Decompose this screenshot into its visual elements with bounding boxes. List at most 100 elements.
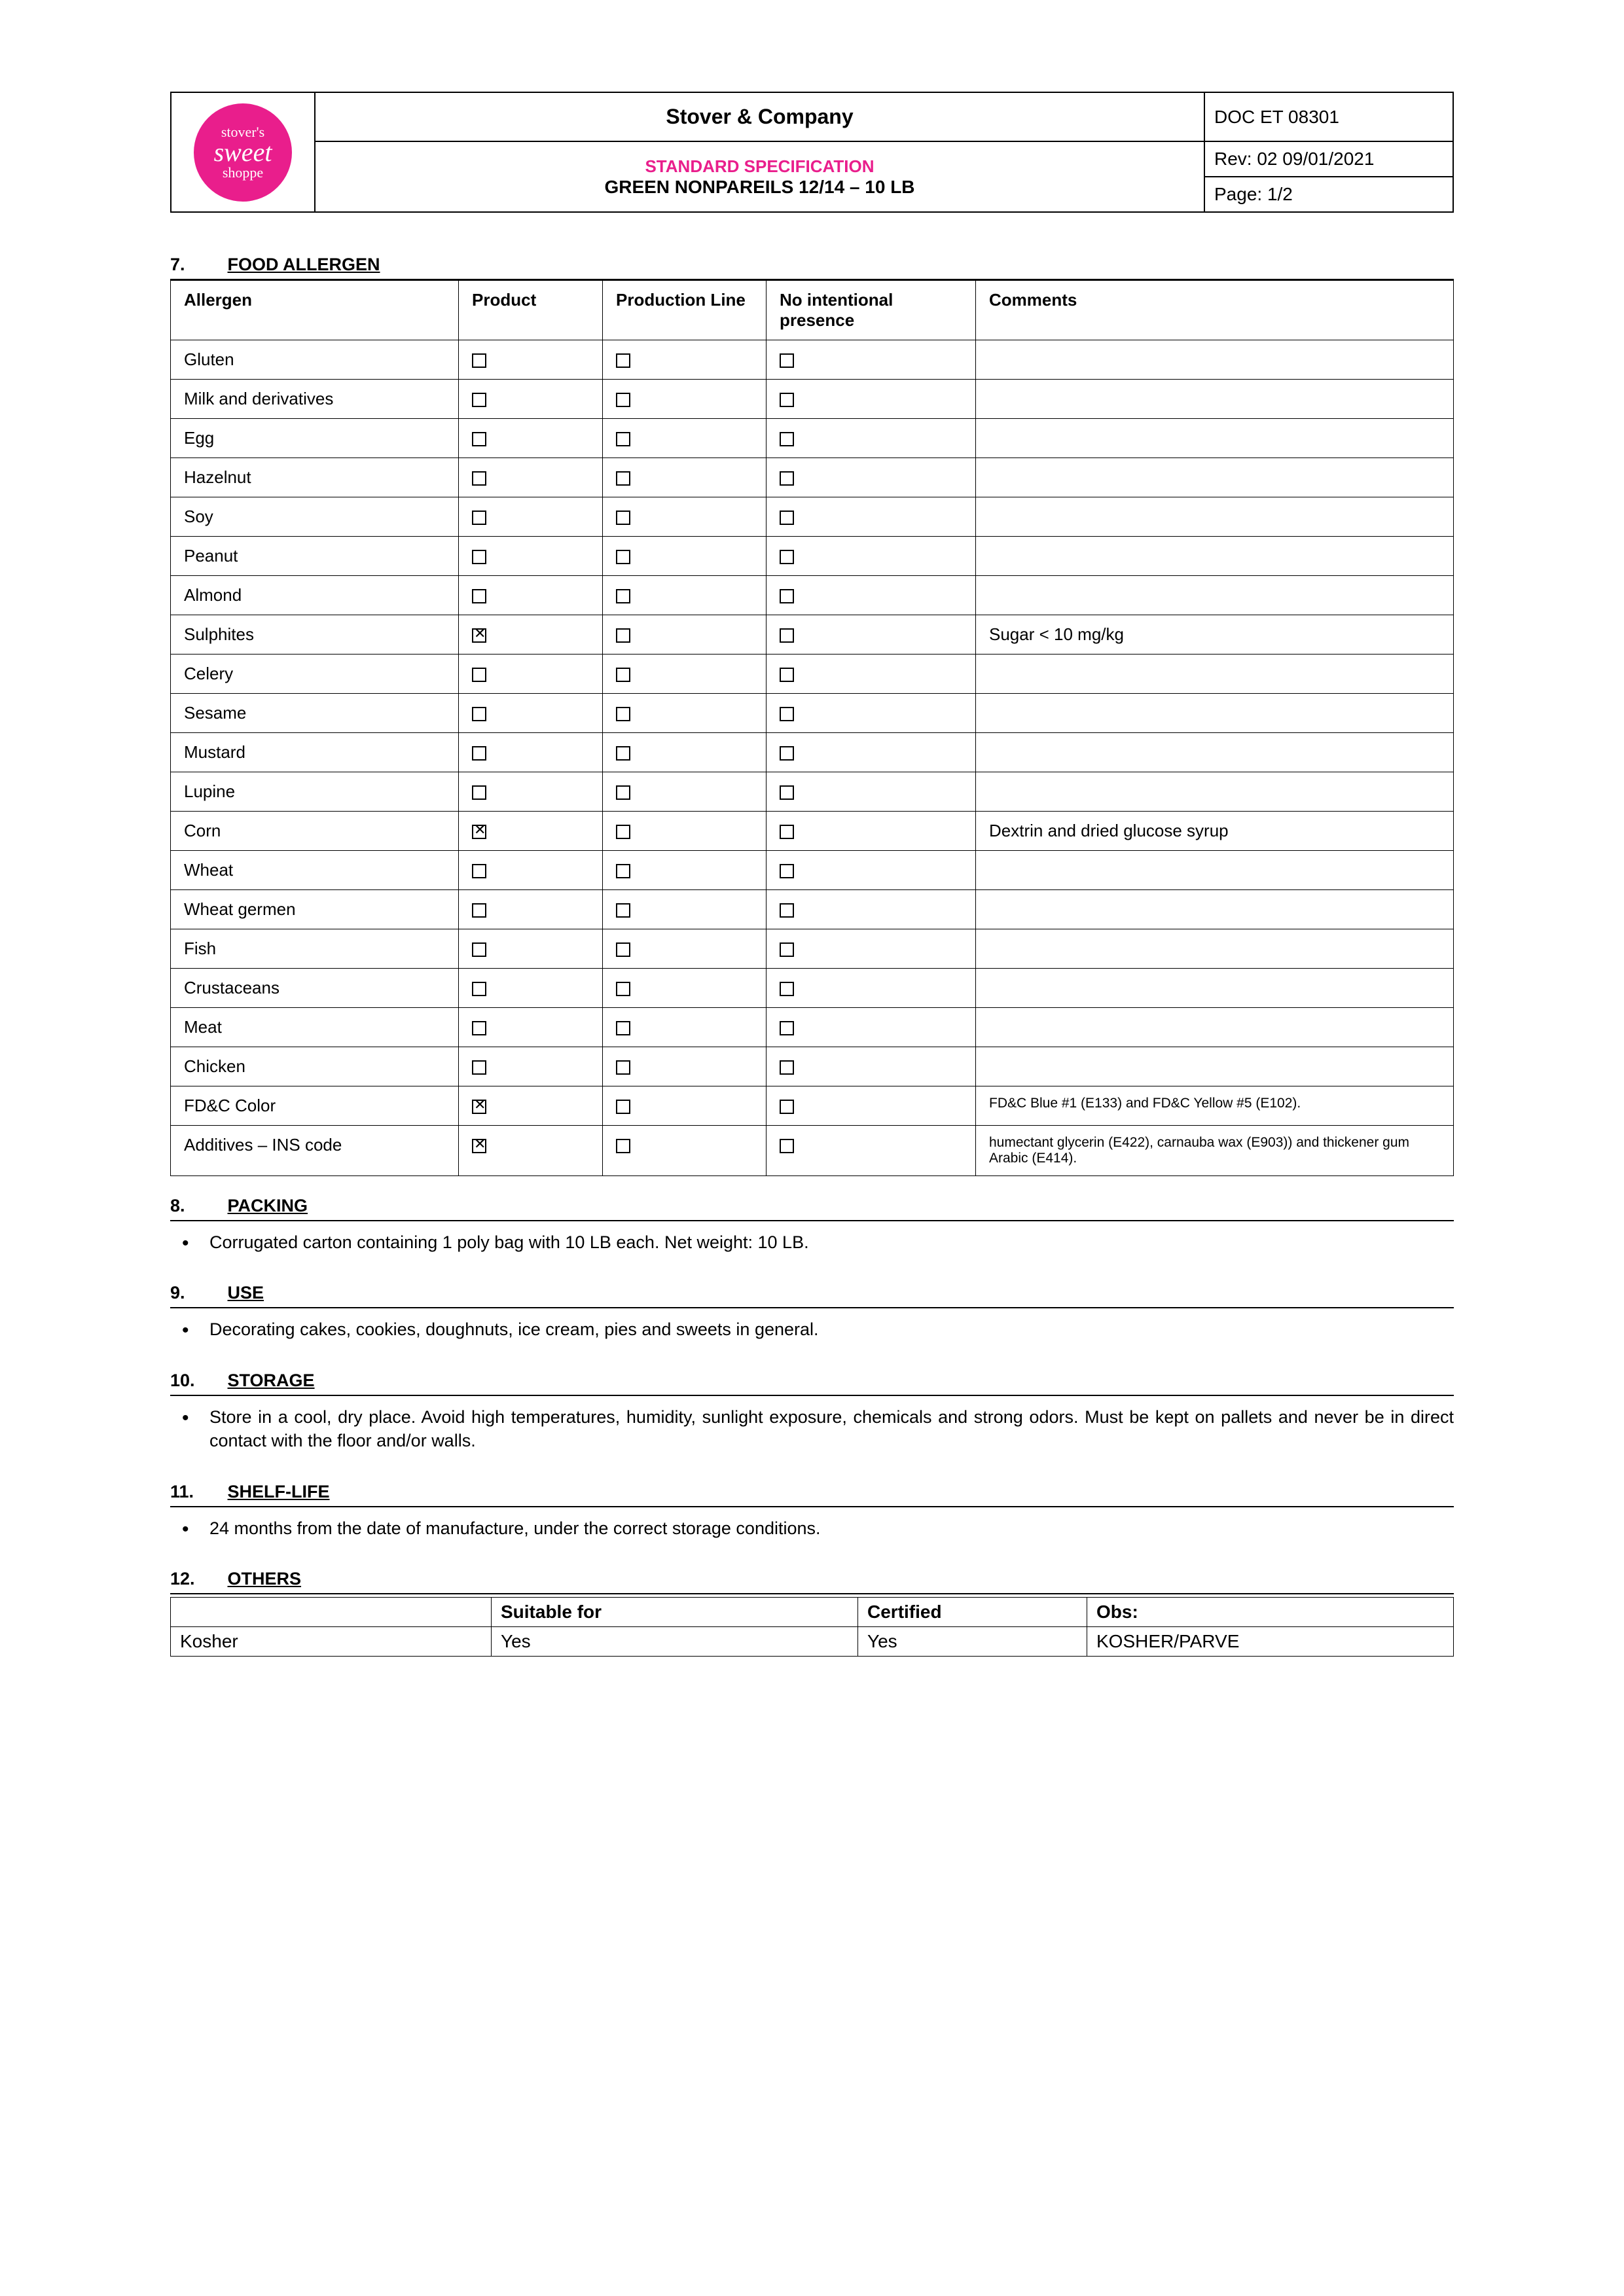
presence-checkbox — [780, 589, 794, 603]
allergen-row: CornDextrin and dried glucose syrup — [171, 812, 1454, 851]
allergen-comment — [976, 458, 1454, 497]
allergen-comment — [976, 929, 1454, 969]
line-checkbox — [616, 471, 630, 486]
product-checkbox — [472, 864, 486, 878]
allergen-presence-cell — [767, 851, 976, 890]
use-text: Decorating cakes, cookies, doughnuts, ic… — [170, 1308, 1454, 1350]
allergen-comment — [976, 380, 1454, 419]
allergen-presence-cell — [767, 1008, 976, 1047]
allergen-name: Almond — [171, 576, 459, 615]
allergen-row: Almond — [171, 576, 1454, 615]
others-row: KosherYesYesKOSHER/PARVE — [171, 1627, 1454, 1657]
presence-checkbox — [780, 1021, 794, 1035]
allergen-comment — [976, 890, 1454, 929]
allergen-presence-cell — [767, 1126, 976, 1176]
line-checkbox — [616, 982, 630, 996]
presence-checkbox — [780, 668, 794, 682]
allergen-presence-cell — [767, 1086, 976, 1126]
presence-checkbox — [780, 864, 794, 878]
allergen-row: Sesame — [171, 694, 1454, 733]
others-certified: Yes — [858, 1627, 1087, 1657]
allergen-name: Corn — [171, 812, 459, 851]
allergen-line-cell — [603, 929, 767, 969]
line-checkbox — [616, 707, 630, 721]
allergen-name: Wheat germen — [171, 890, 459, 929]
allergen-presence-cell — [767, 380, 976, 419]
shelf-text: 24 months from the date of manufacture, … — [170, 1507, 1454, 1549]
line-checkbox — [616, 1021, 630, 1035]
allergen-comment — [976, 772, 1454, 812]
allergen-row: SulphitesSugar < 10 mg/kg — [171, 615, 1454, 655]
presence-checkbox — [780, 785, 794, 800]
allergen-row: Crustaceans — [171, 969, 1454, 1008]
allergen-product-cell — [459, 1047, 603, 1086]
brand-logo: stover's sweet shoppe — [194, 103, 292, 202]
allergen-presence-cell — [767, 733, 976, 772]
allergen-line-cell — [603, 380, 767, 419]
allergen-name: Lupine — [171, 772, 459, 812]
allergen-row: Egg — [171, 419, 1454, 458]
section-num: 8. — [170, 1196, 209, 1216]
title-cell: STANDARD SPECIFICATION GREEN NONPAREILS … — [315, 141, 1204, 212]
allergen-name: Crustaceans — [171, 969, 459, 1008]
allergen-product-cell — [459, 1008, 603, 1047]
doc-id: DOC ET 08301 — [1204, 92, 1453, 141]
allergen-comment: FD&C Blue #1 (E133) and FD&C Yellow #5 (… — [976, 1086, 1454, 1126]
allergen-line-cell — [603, 1126, 767, 1176]
allergen-line-cell — [603, 537, 767, 576]
allergen-line-cell — [603, 655, 767, 694]
section-num: 7. — [170, 255, 209, 275]
allergen-name: Meat — [171, 1008, 459, 1047]
product-checkbox — [472, 589, 486, 603]
allergen-line-cell — [603, 458, 767, 497]
allergen-line-cell — [603, 1008, 767, 1047]
allergen-product-cell — [459, 340, 603, 380]
allergen-comment: humectant glycerin (E422), carnauba wax … — [976, 1126, 1454, 1176]
allergen-presence-cell — [767, 772, 976, 812]
product-checkbox — [472, 668, 486, 682]
allergen-presence-cell — [767, 890, 976, 929]
oth-certified: Certified — [858, 1598, 1087, 1627]
allergen-comment — [976, 537, 1454, 576]
allergen-row: Chicken — [171, 1047, 1454, 1086]
allergen-comment — [976, 969, 1454, 1008]
allergen-line-cell — [603, 1047, 767, 1086]
allergen-name: FD&C Color — [171, 1086, 459, 1126]
allergen-product-cell — [459, 576, 603, 615]
allergen-product-cell — [459, 969, 603, 1008]
product-checkbox — [472, 825, 486, 839]
line-checkbox — [616, 903, 630, 918]
presence-checkbox — [780, 942, 794, 957]
allergen-line-cell — [603, 340, 767, 380]
presence-checkbox — [780, 903, 794, 918]
section-title: PACKING — [228, 1196, 308, 1215]
allergen-product-cell — [459, 537, 603, 576]
logo-cell: stover's sweet shoppe — [171, 92, 315, 212]
allergen-name: Chicken — [171, 1047, 459, 1086]
allergen-row: FD&C Color FD&C Blue #1 (E133) and FD&C Y… — [171, 1086, 1454, 1126]
doc-page: Page: 1/2 — [1204, 177, 1453, 212]
allergen-row: Lupine — [171, 772, 1454, 812]
line-checkbox — [616, 628, 630, 643]
allergen-header-row: Allergen Product Production Line No inte… — [171, 281, 1454, 340]
section-shelf-heading: 11. SHELF-LIFE — [170, 1473, 1454, 1507]
allergen-product-cell — [459, 1086, 603, 1126]
allergen-name: Additives – INS code — [171, 1126, 459, 1176]
allergen-name: Celery — [171, 655, 459, 694]
allergen-row: Celery — [171, 655, 1454, 694]
allergen-presence-cell — [767, 694, 976, 733]
th-comments: Comments — [976, 281, 1454, 340]
allergen-comment — [976, 576, 1454, 615]
oth-suitable: Suitable for — [492, 1598, 858, 1627]
allergen-line-cell — [603, 772, 767, 812]
allergen-product-cell — [459, 694, 603, 733]
allergen-product-cell — [459, 772, 603, 812]
line-checkbox — [616, 668, 630, 682]
presence-checkbox — [780, 628, 794, 643]
section-storage-heading: 10. STORAGE — [170, 1361, 1454, 1396]
packing-text: Corrugated carton containing 1 poly bag … — [170, 1221, 1454, 1263]
allergen-row: Gluten — [171, 340, 1454, 380]
product-name: GREEN NONPAREILS 12/14 – 10 LB — [326, 177, 1193, 203]
line-checkbox — [616, 785, 630, 800]
product-checkbox — [472, 942, 486, 957]
